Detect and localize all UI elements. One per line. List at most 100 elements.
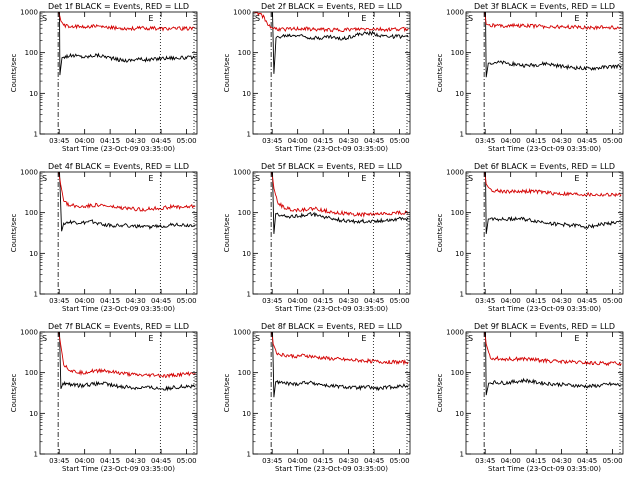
y-tick-label: 1 <box>247 291 251 299</box>
y-tick-label: 1000 <box>20 169 38 177</box>
x-tick-label: 04:00 <box>288 137 308 145</box>
x-tick-label: 05:00 <box>176 297 196 305</box>
series-line-lld <box>58 12 196 32</box>
x-tick-label: 05:00 <box>602 457 622 465</box>
start-marker-label: S <box>42 334 47 343</box>
y-tick-label: 100 <box>451 209 464 217</box>
end-marker-label: E <box>574 334 579 343</box>
x-axis-label: Start Time (23-Oct-09 03:35:00) <box>62 305 175 313</box>
y-axis-label: Counts/sec <box>10 54 18 93</box>
x-tick-label: 04:15 <box>100 297 120 305</box>
y-tick-label: 10 <box>455 410 464 418</box>
panel-title: Det 5f BLACK = Events, RED = LLD <box>261 162 402 171</box>
x-tick-label: 04:30 <box>552 137 572 145</box>
x-tick-label: 04:30 <box>339 457 359 465</box>
y-tick-label: 1000 <box>446 169 464 177</box>
series-line-events <box>485 12 622 78</box>
start-marker-label: S <box>468 174 473 183</box>
series-line-lld <box>58 332 196 379</box>
x-tick-label: 04:15 <box>313 137 333 145</box>
x-tick-label: 04:15 <box>526 137 546 145</box>
start-marker-label: S <box>255 334 260 343</box>
x-tick-label: 04:45 <box>364 137 384 145</box>
end-marker-label: E <box>361 14 366 23</box>
x-tick-label: 05:00 <box>176 137 196 145</box>
plot-frame <box>465 331 624 455</box>
start-marker-label: S <box>468 14 473 23</box>
x-tick-label: 05:00 <box>389 457 409 465</box>
start-marker-label: S <box>42 174 47 183</box>
panel-title: Det 3f BLACK = Events, RED = LLD <box>474 2 615 11</box>
panel-title: Det 7f BLACK = Events, RED = LLD <box>48 322 189 331</box>
y-tick-label: 10 <box>242 250 251 258</box>
start-marker-label: S <box>42 14 47 23</box>
x-tick-label: 03:45 <box>475 457 495 465</box>
x-tick-label: 04:15 <box>100 137 120 145</box>
plot-frame <box>252 171 411 295</box>
y-tick-label: 100 <box>238 209 251 217</box>
y-tick-label: 1000 <box>446 9 464 17</box>
x-tick-label: 04:00 <box>75 137 95 145</box>
series-line-events <box>272 12 409 74</box>
plot-frame <box>252 331 411 455</box>
y-tick-label: 1 <box>247 131 251 139</box>
x-tick-label: 04:00 <box>288 457 308 465</box>
x-tick-label: 04:30 <box>339 137 359 145</box>
x-tick-label: 04:30 <box>126 457 146 465</box>
series-line-events <box>485 172 622 234</box>
series-line-lld <box>271 332 409 366</box>
x-tick-label: 04:00 <box>75 457 95 465</box>
y-tick-label: 100 <box>25 209 38 217</box>
x-tick-label: 04:15 <box>526 457 546 465</box>
end-marker-label: E <box>361 334 366 343</box>
x-tick-label: 04:45 <box>151 137 171 145</box>
y-axis-label: Counts/sec <box>223 54 231 93</box>
start-marker-label: S <box>255 174 260 183</box>
y-tick-label: 10 <box>455 250 464 258</box>
y-axis-label: Counts/sec <box>436 374 444 413</box>
x-tick-label: 03:45 <box>262 137 282 145</box>
y-tick-label: 100 <box>238 369 251 377</box>
x-tick-label: 04:45 <box>364 297 384 305</box>
y-tick-label: 1 <box>34 131 38 139</box>
y-tick-label: 1 <box>247 451 251 459</box>
end-marker-label: E <box>148 14 153 23</box>
x-tick-label: 05:00 <box>389 297 409 305</box>
x-tick-label: 03:45 <box>475 137 495 145</box>
x-tick-label: 03:45 <box>262 457 282 465</box>
x-tick-label: 04:45 <box>577 297 597 305</box>
x-axis-label: Start Time (23-Oct-09 03:35:00) <box>275 145 388 153</box>
y-axis-label: Counts/sec <box>10 214 18 253</box>
end-marker-label: E <box>148 174 153 183</box>
x-tick-label: 03:45 <box>49 297 69 305</box>
y-tick-label: 100 <box>25 49 38 57</box>
series-line-events <box>485 332 622 396</box>
y-tick-label: 10 <box>242 90 251 98</box>
x-tick-label: 04:45 <box>364 457 384 465</box>
x-tick-label: 04:15 <box>100 457 120 465</box>
y-tick-label: 1000 <box>233 169 251 177</box>
series-line-lld <box>253 12 409 33</box>
end-marker-label: E <box>148 334 153 343</box>
x-tick-label: 03:45 <box>262 297 282 305</box>
y-tick-label: 100 <box>451 49 464 57</box>
y-tick-label: 1000 <box>233 329 251 337</box>
y-tick-label: 1000 <box>20 329 38 337</box>
y-tick-label: 10 <box>29 90 38 98</box>
y-axis-label: Counts/sec <box>223 214 231 253</box>
x-tick-label: 04:45 <box>577 457 597 465</box>
x-axis-label: Start Time (23-Oct-09 03:35:00) <box>488 305 601 313</box>
panel-title: Det 8f BLACK = Events, RED = LLD <box>261 322 402 331</box>
x-tick-label: 04:45 <box>151 297 171 305</box>
series-line-events <box>272 172 409 234</box>
plot-frame <box>252 11 411 135</box>
y-tick-label: 1 <box>34 291 38 299</box>
panel-title: Det 1f BLACK = Events, RED = LLD <box>48 2 189 11</box>
x-axis-label: Start Time (23-Oct-09 03:35:00) <box>275 465 388 473</box>
x-tick-label: 04:30 <box>126 297 146 305</box>
x-axis-label: Start Time (23-Oct-09 03:35:00) <box>275 305 388 313</box>
